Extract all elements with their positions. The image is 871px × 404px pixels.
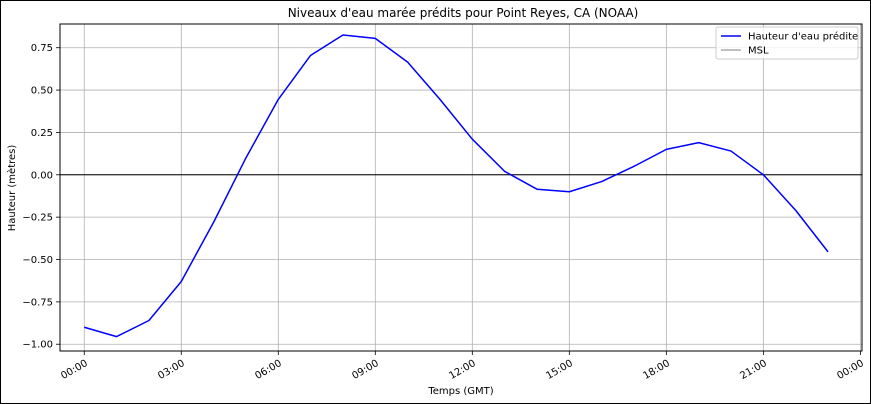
y-tick-label: −0.25 [22, 213, 53, 224]
x-tick-label: 15:00 [544, 358, 574, 382]
legend-box [715, 26, 859, 60]
y-tick-label: 0.00 [31, 170, 53, 181]
series-group [84, 34, 829, 338]
x-tick-label: 00:00 [59, 358, 89, 382]
y-axis-ticks: 0.75 0.50 0.25 0.00 −0.25 −0.50 −0.75 −1.00 [22, 43, 60, 351]
x-tick-label: 00:00 [835, 358, 865, 382]
x-axis-ticks: 00:00 03:00 06:00 09:00 12:00 15:00 18:00 21:00… [59, 351, 866, 382]
x-tick-label: 18:00 [641, 358, 671, 382]
x-axis-title: Temps (GMT) [427, 386, 493, 397]
x-tick-label: 12:00 [447, 358, 477, 382]
y-tick-label: 0.25 [31, 128, 53, 139]
legend: Hauteur d'eau prédite MSL [715, 26, 859, 60]
y-tick-label: −0.75 [22, 297, 53, 308]
grid-lines [60, 24, 862, 351]
y-tick-label: 0.75 [31, 43, 53, 54]
x-tick-label: 03:00 [156, 358, 186, 382]
legend-label-predicted-height: Hauteur d'eau prédite [748, 31, 858, 43]
x-tick-label: 21:00 [738, 358, 768, 382]
y-tick-label: 0.50 [31, 86, 53, 97]
x-tick-label: 09:00 [350, 358, 380, 382]
chart-title: Niveaux d'eau marée prédits pour Point R… [288, 6, 639, 20]
y-tick-label: −0.50 [22, 255, 53, 266]
legend-label-msl: MSL [748, 46, 769, 57]
series-line-predicted-height [84, 34, 829, 338]
y-tick-label: −1.00 [22, 340, 53, 351]
y-axis-title: Hauteur (mètres) [6, 145, 18, 232]
plot-area [59, 23, 863, 352]
x-tick-label: 06:00 [253, 358, 283, 382]
